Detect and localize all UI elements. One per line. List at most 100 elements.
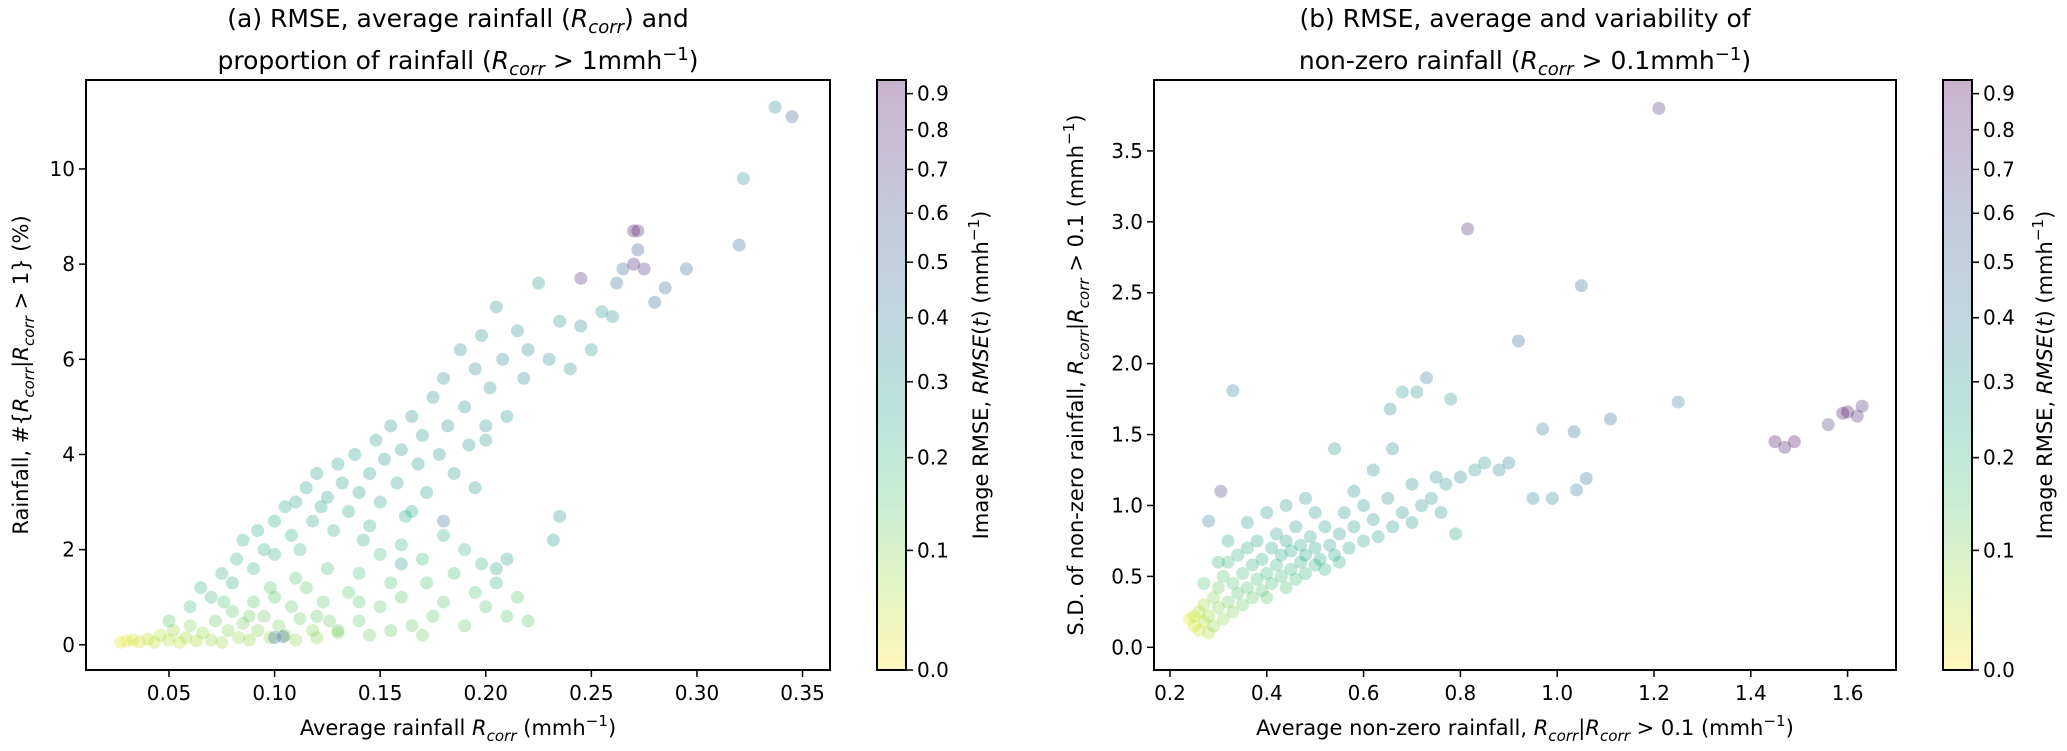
- x-tick-label: 0.30: [675, 681, 720, 705]
- y-tick-label: 2.5: [1111, 281, 1143, 305]
- scatter-point: [289, 633, 303, 647]
- scatter-point: [532, 276, 546, 290]
- scatter-point: [479, 419, 493, 433]
- scatter-point: [166, 624, 180, 638]
- scatter-point: [437, 514, 451, 528]
- scatter-point: [242, 633, 256, 647]
- scatter-point: [251, 624, 265, 638]
- scatter-point: [1778, 440, 1792, 454]
- scatter-point: [299, 481, 313, 495]
- scatter-point: [1211, 581, 1225, 595]
- scatter-point: [736, 171, 750, 185]
- scatter-point: [120, 634, 134, 648]
- colorbar-label: Image RMSE, RMSE(t) (mmh−1): [965, 211, 993, 540]
- scatter-point: [542, 352, 556, 366]
- scatter-point: [1207, 619, 1221, 633]
- x-tick-label: 0.20: [464, 681, 509, 705]
- scatter-point: [405, 505, 419, 519]
- scatter-point: [415, 428, 429, 442]
- y-tick-label: 8: [62, 252, 75, 276]
- scatter-point: [1202, 609, 1216, 623]
- scatter-point: [475, 557, 489, 571]
- scatter-point: [390, 476, 404, 490]
- scatter-point: [496, 352, 510, 366]
- scatter-point: [1289, 520, 1303, 534]
- x-tick-label: 0.2: [1154, 681, 1186, 705]
- scatter-point: [268, 514, 282, 528]
- scatter-point: [468, 362, 482, 376]
- scatter-point: [563, 362, 577, 376]
- scatter-point: [272, 619, 286, 633]
- scatter-point: [331, 457, 345, 471]
- scatter-point: [420, 486, 434, 500]
- scatter-point: [257, 609, 271, 623]
- scatter-point: [553, 314, 567, 328]
- scatter-point: [510, 324, 524, 338]
- x-tick-label: 0.25: [569, 681, 614, 705]
- scatter-point: [363, 466, 377, 480]
- scatter-point: [1478, 456, 1492, 470]
- scatter-point: [415, 628, 429, 642]
- scatter-point: [284, 528, 298, 542]
- scatter-point: [352, 614, 366, 628]
- scatter-point: [236, 616, 250, 630]
- scatter-point: [1250, 534, 1264, 548]
- scatter-point: [1415, 498, 1429, 512]
- scatter-point: [1850, 409, 1864, 423]
- scatter-point: [208, 614, 222, 628]
- scatter-point: [616, 262, 630, 276]
- scatter-point: [1274, 569, 1288, 583]
- scatter-point: [352, 595, 366, 609]
- scatter-point: [1366, 463, 1380, 477]
- scatter-point: [1536, 422, 1550, 436]
- y-tick-label: 1.0: [1111, 493, 1143, 517]
- scatter-point: [342, 585, 356, 599]
- scatter-point: [1274, 548, 1288, 562]
- y-tick-label: 2: [62, 538, 75, 562]
- scatter-point: [1207, 591, 1221, 605]
- chart-title-line: (a) RMSE, average rainfall (Rcorr) and: [227, 4, 689, 38]
- x-tick-label: 0.15: [358, 681, 403, 705]
- colorbar-tick-label: 0.9: [1983, 82, 2015, 106]
- scatter-point: [420, 576, 434, 590]
- chart-title-line: proportion of rainfall (Rcorr > 1mmh−1): [217, 44, 698, 80]
- x-tick-label: 1.6: [1832, 681, 1864, 705]
- scatter-point: [1318, 562, 1332, 576]
- scatter-point: [147, 635, 161, 649]
- colorbar-tick-label: 0.7: [917, 157, 949, 181]
- scatter-point: [489, 562, 503, 576]
- scatter-point: [1526, 491, 1540, 505]
- scatter-point: [768, 100, 782, 114]
- scatter-point: [1855, 399, 1869, 413]
- scatter-point: [1197, 576, 1211, 590]
- scatter-point: [1383, 402, 1397, 416]
- scatter-point: [1226, 605, 1240, 619]
- scatter-point: [204, 590, 218, 604]
- scatter-points: [1182, 101, 1869, 640]
- scatter-point: [1265, 541, 1279, 555]
- scatter-point: [183, 600, 197, 614]
- colorbar: 0.0 0.1 0.2 0.3 0.4 0.5 0.6 0.7 0.8 0.9 Image RMSE…: [1942, 79, 2057, 682]
- x-tick-label: 0.05: [147, 681, 192, 705]
- scatter-point: [320, 490, 334, 504]
- scatter-point: [1511, 334, 1525, 348]
- scatter-point: [1405, 477, 1419, 491]
- scatter-point: [1347, 484, 1361, 498]
- scatter-point: [1429, 470, 1443, 484]
- scatter-point: [1821, 418, 1835, 432]
- scatter-point: [394, 590, 408, 604]
- colorbar-tick-label: 0.7: [1983, 157, 2015, 181]
- scatter-point: [314, 500, 328, 514]
- scatter-point: [162, 614, 176, 628]
- scatter-point: [1265, 576, 1279, 590]
- scatter-point: [394, 557, 408, 571]
- scatter-point: [1260, 567, 1274, 581]
- scatter-points: [113, 100, 799, 649]
- scatter-point: [1250, 572, 1264, 586]
- scatter-point: [225, 604, 239, 618]
- y-axis-label: Rainfall, #{Rcorr|Rcorr > 1} (%): [9, 215, 38, 534]
- y-axis-label: S.D. of non-zero rainfall, Rcorr|Rcorr >…: [1060, 114, 1093, 635]
- scatter-point: [458, 543, 472, 557]
- scatter-point: [627, 257, 641, 271]
